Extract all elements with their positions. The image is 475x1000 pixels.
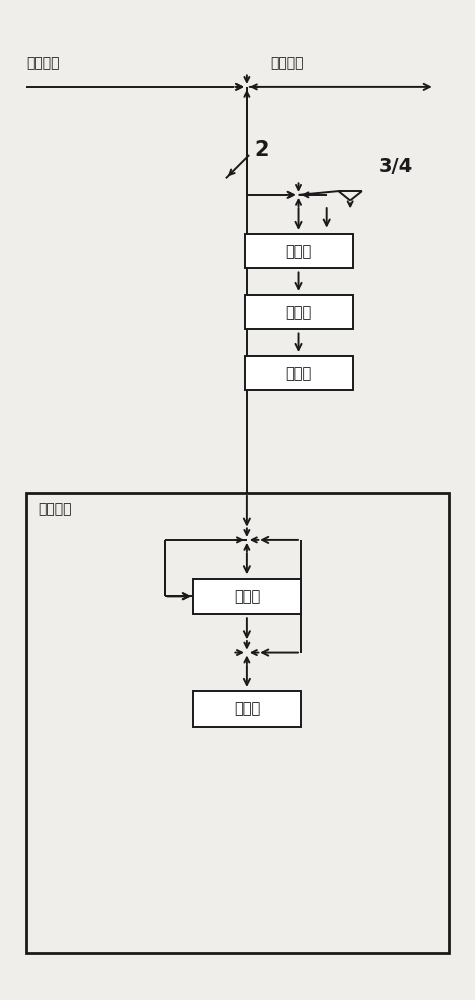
Bar xyxy=(245,356,352,390)
Text: 微分泵组: 微分泵组 xyxy=(38,502,71,516)
Bar xyxy=(26,493,449,953)
Bar xyxy=(245,234,352,268)
Text: 初级泵: 初级泵 xyxy=(285,366,312,381)
Text: 质谱仪: 质谱仪 xyxy=(285,244,312,259)
Bar xyxy=(193,579,301,614)
Text: 尾气放空: 尾气放空 xyxy=(270,56,304,70)
Text: 反应尾气: 反应尾气 xyxy=(26,56,60,70)
Text: 分子泵: 分子泵 xyxy=(285,305,312,320)
Text: 2: 2 xyxy=(254,140,268,160)
Text: 初级泵: 初级泵 xyxy=(234,701,260,716)
Bar xyxy=(245,295,352,329)
Text: 分子泵: 分子泵 xyxy=(234,589,260,604)
Bar xyxy=(193,691,301,727)
Text: 3/4: 3/4 xyxy=(378,157,413,176)
